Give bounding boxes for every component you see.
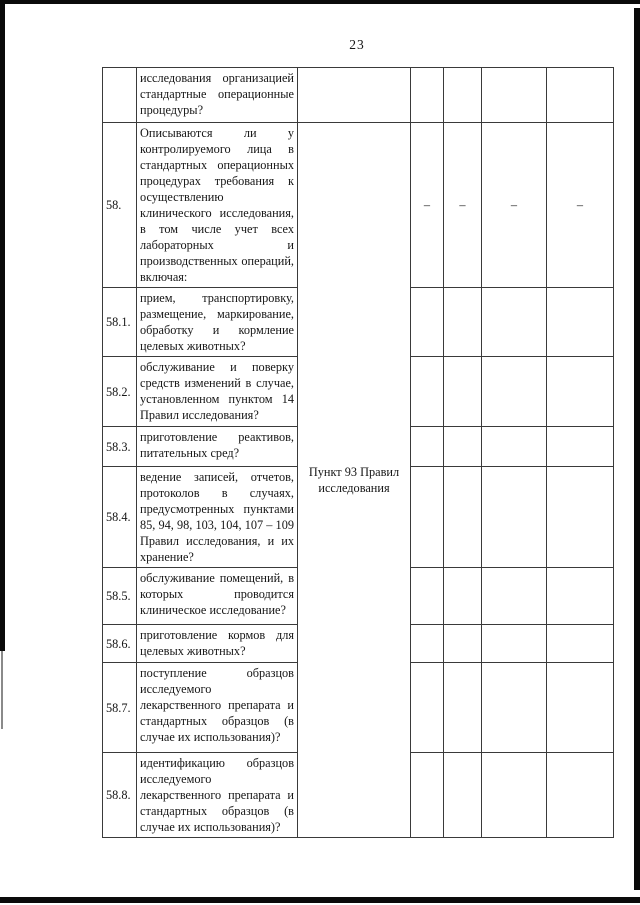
answer-cell xyxy=(410,287,444,357)
answer-cell xyxy=(546,624,614,663)
scan-edge-left-tail xyxy=(1,651,3,729)
answer-cell xyxy=(546,567,614,625)
question-cell: идентификацию образцов исследуемого лека… xyxy=(136,752,298,838)
reference-cell xyxy=(297,67,411,123)
answer-cell xyxy=(410,624,444,663)
table-row-carryover: исследования организацией стандартные оп… xyxy=(102,67,614,123)
answer-cell xyxy=(410,356,444,427)
answer-cell xyxy=(410,662,444,753)
answer-cell xyxy=(410,752,444,838)
answer-cell xyxy=(443,662,482,753)
answer-cell xyxy=(481,67,547,123)
answer-cell xyxy=(410,466,444,568)
question-cell: исследования организацией стандартные оп… xyxy=(136,67,298,123)
scan-edge-bottom xyxy=(0,897,640,903)
answer-cell xyxy=(443,287,482,357)
answer-cell xyxy=(443,356,482,427)
row-number-cell: 58.1. xyxy=(102,287,137,357)
page-number: 23 xyxy=(349,37,365,52)
question-cell: приготовление кормов для целевых животны… xyxy=(136,624,298,663)
answer-cell xyxy=(546,662,614,753)
answer-cell xyxy=(546,287,614,357)
row-number-cell: 58. xyxy=(102,122,137,288)
table-row-58-4: 58.4. ведение записей, отчетов, протокол… xyxy=(102,466,614,568)
answer-cell xyxy=(443,624,482,663)
row-number-cell: 58.5. xyxy=(102,567,137,625)
table-row-58-5: 58.5. обслуживание помещений, в которых … xyxy=(102,567,614,625)
answer-cell xyxy=(443,426,482,467)
answer-cell xyxy=(443,567,482,625)
scan-edge-left xyxy=(0,3,5,651)
answer-cell xyxy=(410,67,444,123)
answer-cell xyxy=(481,287,547,357)
row-number-cell: 58.4. xyxy=(102,466,137,568)
scan-edge-right xyxy=(634,8,640,890)
answer-cell xyxy=(410,567,444,625)
question-cell: прием, транспортировку, размещение, марк… xyxy=(136,287,298,357)
row-number-cell: 58.7. xyxy=(102,662,137,753)
table-row-58: 58. Описываются ли у контролируемого лиц… xyxy=(102,122,614,838)
answer-cell: – xyxy=(443,122,482,288)
question-cell: поступление образцов исследуемого лекарс… xyxy=(136,662,298,753)
table-row-58-2: 58.2. обслуживание и поверку средств изм… xyxy=(102,356,614,427)
answer-cell xyxy=(410,426,444,467)
answer-cell xyxy=(481,567,547,625)
answer-cell xyxy=(546,356,614,427)
answer-cell xyxy=(443,67,482,123)
answer-cell xyxy=(481,752,547,838)
table-row-58-8: 58.8. идентификацию образцов исследуемог… xyxy=(102,752,614,838)
answer-cell: – xyxy=(481,122,547,288)
row-number-cell: 58.8. xyxy=(102,752,137,838)
table-row-58-1: 58.1. прием, транспортировку, размещение… xyxy=(102,287,614,357)
answer-cell: – xyxy=(546,122,614,288)
answer-cell xyxy=(481,466,547,568)
row-number-cell: 58.3. xyxy=(102,426,137,467)
question-cell: обслуживание помещений, в которых провод… xyxy=(136,567,298,625)
answer-cell xyxy=(443,466,482,568)
answer-cell xyxy=(546,426,614,467)
answer-cell xyxy=(481,662,547,753)
question-cell: ведение записей, отчетов, протоколов в с… xyxy=(136,466,298,568)
answer-cell xyxy=(546,752,614,838)
answer-cell xyxy=(546,67,614,123)
table-row-58-3: 58.3. приготовление реактивов, питательн… xyxy=(102,426,614,467)
answer-cell: – xyxy=(410,122,444,288)
row-number-cell: 58.6. xyxy=(102,624,137,663)
reference-merged-cell: Пункт 93 Правил исследования xyxy=(297,122,411,838)
row-number-cell xyxy=(102,67,137,123)
row-number-cell: 58.2. xyxy=(102,356,137,427)
audit-checklist-table: исследования организацией стандартные оп… xyxy=(102,67,614,838)
question-cell: Описываются ли у контролируемого лица в … xyxy=(136,122,298,288)
answer-cell xyxy=(481,624,547,663)
answer-cell xyxy=(481,356,547,427)
scan-edge-top xyxy=(0,0,640,4)
question-cell: обслуживание и поверку средств изменений… xyxy=(136,356,298,427)
answer-cell xyxy=(443,752,482,838)
answer-cell xyxy=(546,466,614,568)
answer-cell xyxy=(481,426,547,467)
question-cell: приготовление реактивов, питательных сре… xyxy=(136,426,298,467)
